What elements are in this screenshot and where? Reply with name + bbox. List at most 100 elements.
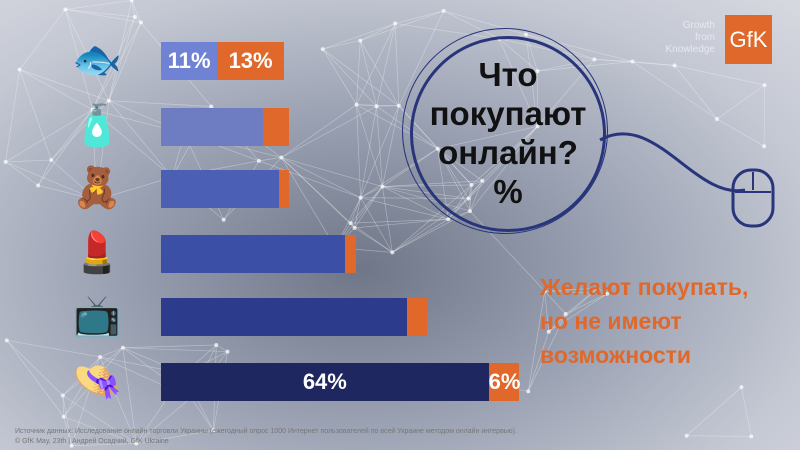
tv-icon: 📺 — [72, 294, 122, 338]
network-node — [90, 107, 95, 112]
network-node — [354, 102, 359, 107]
network-line — [322, 40, 361, 50]
network-node — [592, 57, 597, 62]
network-node — [358, 195, 363, 200]
network-line — [5, 69, 20, 162]
network-line — [92, 22, 142, 110]
chart-title: Что покупают онлайн? % — [410, 55, 606, 211]
network-node — [60, 393, 65, 398]
network-line — [527, 331, 550, 392]
title-line: % — [493, 173, 523, 210]
network-line — [281, 157, 336, 248]
network-line — [354, 218, 449, 229]
network-node — [630, 59, 635, 64]
network-line — [382, 186, 449, 220]
network-node — [396, 103, 401, 108]
network-line — [356, 104, 383, 187]
network-line — [63, 416, 137, 444]
network-line — [360, 105, 400, 198]
network-line — [594, 58, 633, 62]
network-line — [62, 395, 137, 444]
network-node — [69, 443, 74, 448]
data-label: 64% — [302, 369, 347, 394]
network-line — [131, 0, 142, 23]
source-line: Источник данных: Исследование онлайн тор… — [15, 428, 517, 435]
network-node — [358, 38, 363, 43]
network-node — [320, 47, 325, 52]
bar-buying — [161, 235, 346, 273]
bar-wish — [217, 42, 284, 80]
network-line — [258, 160, 361, 199]
network-node — [595, 286, 600, 291]
network-line — [99, 347, 124, 358]
network-node — [762, 83, 767, 88]
network-line — [281, 157, 351, 224]
network-node — [120, 345, 125, 350]
network-line — [51, 159, 97, 201]
network-line — [392, 218, 449, 253]
network-line — [63, 416, 72, 446]
network-line — [122, 347, 228, 352]
network-line — [63, 347, 124, 418]
network-line — [376, 106, 383, 187]
network-line — [356, 104, 377, 107]
bar-wish — [345, 235, 356, 273]
network-line — [632, 61, 718, 120]
network-line — [65, 9, 142, 23]
network-line — [62, 395, 72, 446]
network-node — [129, 0, 134, 3]
network-node — [672, 63, 677, 68]
network-line — [65, 9, 110, 101]
network-line — [359, 40, 400, 106]
network-line — [37, 109, 93, 186]
teddy-bear-icon: 🧸 — [72, 166, 122, 210]
network-node — [279, 155, 284, 160]
network-line — [350, 222, 393, 253]
network-line — [322, 48, 400, 107]
network-line — [686, 435, 752, 437]
network-line — [360, 186, 383, 199]
network-line — [216, 344, 228, 352]
network-node — [762, 144, 767, 149]
source-line: © GfK May, 23th | Андрей Осадчий, GfK Uk… — [15, 438, 169, 445]
network-node — [134, 441, 139, 446]
network-line — [92, 109, 97, 200]
network-node — [605, 291, 610, 296]
network-node — [380, 184, 385, 189]
network-line — [19, 69, 109, 102]
network-line — [5, 161, 97, 201]
network-line — [360, 106, 377, 198]
network-line — [394, 23, 400, 106]
network-line — [92, 100, 109, 111]
network-node — [221, 217, 226, 222]
bar-buying — [161, 363, 489, 401]
network-node — [49, 158, 54, 163]
network-line — [19, 69, 52, 161]
network-line — [37, 159, 52, 186]
network-line — [356, 40, 361, 105]
network-node — [749, 434, 754, 439]
bar-wish — [406, 298, 428, 336]
circle-inner — [410, 36, 606, 232]
network-line — [322, 23, 396, 50]
network-line — [136, 397, 192, 444]
tagline-line: Growth — [682, 20, 715, 31]
network-line — [350, 186, 383, 224]
network-line — [322, 48, 377, 107]
bar-buying — [161, 170, 279, 208]
network-node — [684, 433, 689, 438]
bar-buying — [161, 298, 407, 336]
bar-buying — [161, 108, 264, 146]
network-line — [376, 23, 396, 107]
network-line — [190, 397, 214, 431]
network-line — [281, 105, 377, 158]
network-line — [258, 157, 282, 162]
network-line — [62, 347, 124, 396]
network-line — [6, 340, 64, 396]
bar-wish — [263, 108, 289, 146]
network-line — [99, 356, 137, 444]
network-node — [98, 354, 103, 359]
network-node — [214, 342, 219, 347]
network-node — [542, 289, 547, 294]
network-line — [594, 58, 675, 66]
